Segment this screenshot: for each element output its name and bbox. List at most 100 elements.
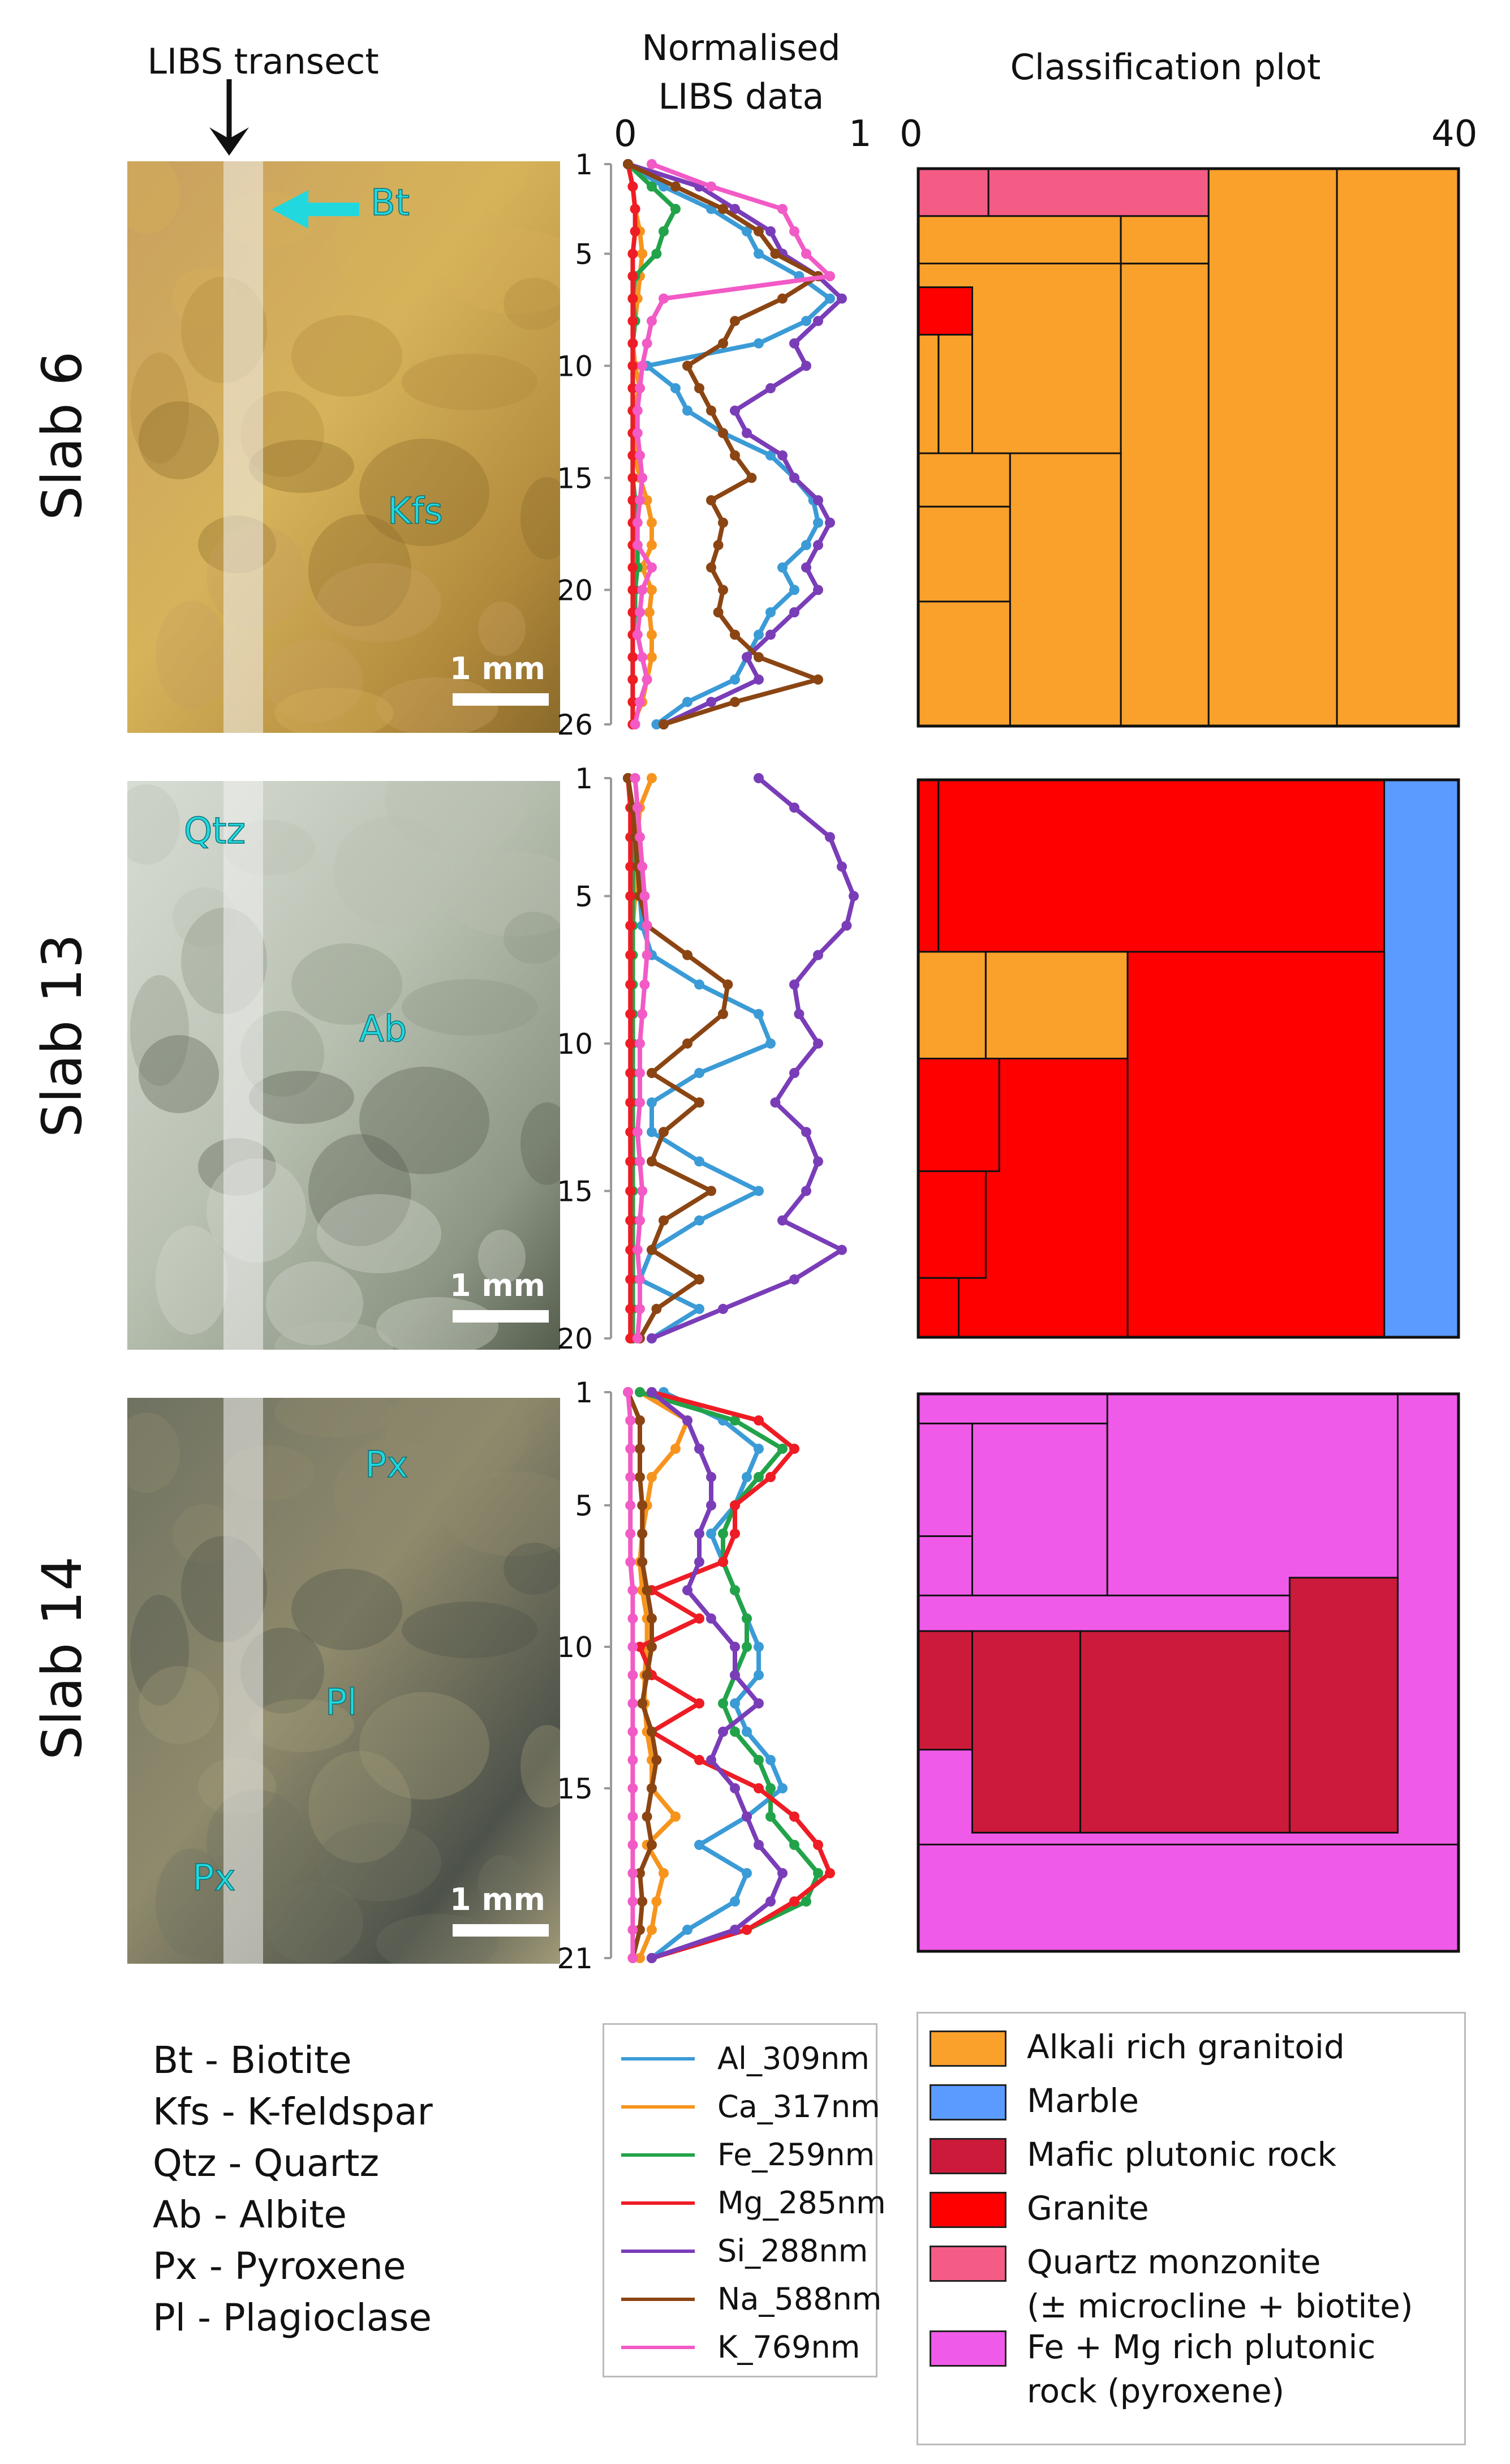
photo-texture — [156, 600, 228, 709]
data-point-K_769nm — [637, 473, 648, 483]
data-point-Fe_259nm — [754, 1755, 764, 1765]
treemap-cell-granite — [1126, 951, 1386, 1338]
data-point-Na_588nm — [706, 562, 716, 573]
data-point-Na_588nm — [718, 517, 728, 528]
data-point-Mg_285nm — [625, 891, 636, 902]
class-legend-item: Granite — [930, 2189, 1149, 2230]
data-point-Na_588nm — [647, 1727, 657, 1737]
data-point-Al_309nm — [754, 1186, 764, 1196]
data-point-Na_588nm — [647, 1783, 657, 1793]
data-point-Al_309nm — [754, 629, 764, 640]
data-point-Al_309nm — [647, 1127, 657, 1137]
data-point-K_769nm — [625, 1557, 636, 1567]
data-point-Mg_285nm — [625, 1333, 636, 1343]
data-point-Si_288nm — [837, 293, 847, 304]
data-point-Si_288nm — [682, 1415, 692, 1426]
photo-texture — [444, 229, 560, 314]
data-point-K_769nm — [642, 950, 652, 960]
photo-texture — [444, 1471, 560, 1556]
data-point-Na_588nm — [730, 450, 740, 461]
photo-texture — [334, 816, 450, 926]
data-point-K_769nm — [632, 1333, 643, 1343]
legend-label: Fe + Mg rich plutonic rock (pyroxene) — [1027, 2328, 1376, 2410]
data-point-Fe_259nm — [777, 1444, 788, 1454]
data-point-K_769nm — [639, 979, 650, 990]
data-point-K_769nm — [706, 181, 716, 192]
data-point-Na_588nm — [746, 473, 757, 483]
element-legend-item: Al_309nm — [621, 2041, 870, 2076]
treemap-cell-femg — [917, 1535, 973, 1596]
data-point-Fe_259nm — [718, 1698, 728, 1709]
treemap-cell-alkali — [917, 215, 1122, 265]
data-point-Al_309nm — [765, 1038, 776, 1049]
data-point-Ca_317nm — [647, 517, 657, 528]
slab-14-photo: Px Pl Px 1 mm — [127, 1398, 560, 1964]
data-point-Al_309nm — [694, 979, 704, 990]
data-point-Si_288nm — [730, 1642, 740, 1652]
photo-texture — [127, 784, 180, 865]
data-point-K_769nm — [630, 773, 640, 783]
data-point-K_769nm — [637, 1186, 648, 1196]
photo-texture — [402, 1602, 537, 1658]
legend-line-swatch — [621, 2153, 695, 2157]
data-point-Al_309nm — [777, 562, 788, 573]
data-point-Ca_317nm — [647, 773, 657, 783]
legend-swatch — [930, 2246, 1006, 2282]
data-point-Mg_285nm — [627, 248, 638, 259]
photo-texture — [402, 354, 537, 410]
treemap-cell-alkali — [1336, 168, 1460, 727]
legend-label: Al_309nm — [717, 2041, 870, 2076]
photo-texture — [266, 1261, 363, 1345]
data-point-Si_288nm — [813, 1156, 823, 1167]
data-point-Na_588nm — [647, 1244, 657, 1255]
data-point-Mg_285nm — [627, 473, 638, 483]
treemap-cell-alkali — [1207, 168, 1338, 727]
data-point-Al_309nm — [682, 405, 692, 416]
class-axis-min: 0 — [900, 113, 923, 155]
data-point-Mg_285nm — [625, 1008, 636, 1019]
data-point-Si_288nm — [730, 1783, 740, 1793]
legend-label: Quartz monzonite (± microcline + biotite… — [1027, 2243, 1413, 2325]
photo-background — [127, 1398, 560, 1964]
data-point-Mg_285nm — [718, 1557, 728, 1567]
data-point-Mg_285nm — [627, 338, 638, 349]
data-point-Al_309nm — [730, 674, 740, 685]
data-point-Al_309nm — [754, 1008, 764, 1019]
data-point-Al_309nm — [682, 1925, 692, 1935]
data-point-Mg_285nm — [694, 1698, 704, 1709]
legend-label: Si_288nm — [717, 2233, 868, 2269]
data-point-Mg_285nm — [627, 697, 638, 707]
data-point-Na_588nm — [718, 428, 728, 439]
data-point-Mg_285nm — [627, 450, 638, 461]
photo-texture — [291, 315, 402, 397]
data-point-Al_309nm — [754, 1670, 764, 1680]
mineral-label: Bt — [371, 182, 410, 224]
class-legend-item: Mafic plutonic rock — [930, 2135, 1336, 2177]
data-point-K_769nm — [801, 248, 811, 259]
data-point-Al_309nm — [813, 517, 823, 528]
data-point-Si_288nm — [837, 861, 847, 872]
data-point-Na_588nm — [754, 226, 764, 237]
data-point-Na_588nm — [647, 1840, 657, 1850]
treemap-border — [917, 778, 1460, 1339]
classification-chart-slab-6 — [917, 167, 1460, 728]
data-point-K_769nm — [623, 1387, 633, 1397]
data-point-Mg_285nm — [754, 1415, 764, 1426]
photo-texture — [291, 943, 402, 1025]
data-point-Al_309nm — [647, 1097, 657, 1108]
data-point-Si_288nm — [718, 1303, 728, 1314]
legend-swatch — [930, 2192, 1006, 2228]
data-point-Mg_285nm — [694, 1755, 704, 1765]
data-point-Mg_285nm — [627, 360, 638, 371]
data-point-Si_288nm — [682, 1585, 692, 1595]
data-point-Fe_259nm — [635, 1387, 645, 1397]
data-point-Mg_285nm — [813, 1840, 823, 1850]
data-point-K_769nm — [627, 1642, 638, 1652]
classification-chart-slab-14 — [917, 1392, 1460, 1953]
data-point-K_769nm — [632, 629, 643, 640]
data-point-Na_588nm — [713, 540, 724, 551]
data-point-Ca_317nm — [637, 248, 648, 259]
mineral-legend-item: Qtz - Quartz — [153, 2141, 380, 2185]
data-point-Na_588nm — [651, 1303, 662, 1314]
